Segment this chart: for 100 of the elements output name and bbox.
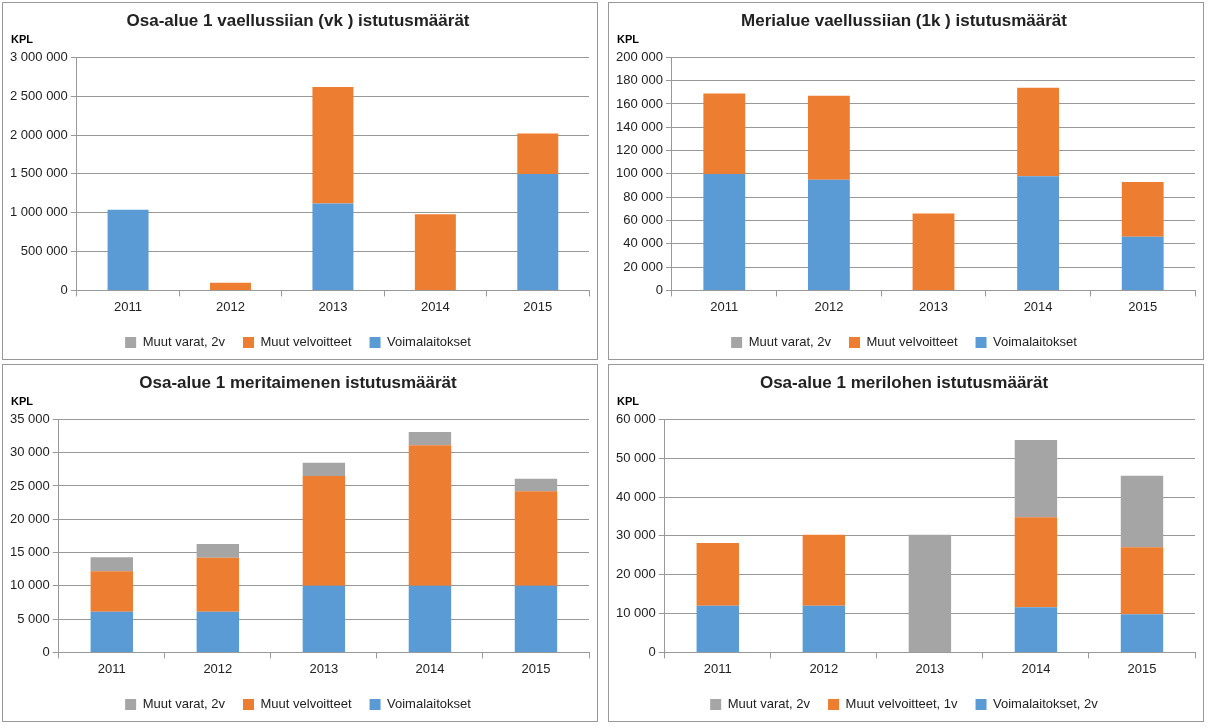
legend-label: Muut velvoitteet, 1v	[845, 696, 959, 712]
x-tick-label: 2012	[814, 298, 844, 314]
bar	[696, 542, 739, 606]
x-tick-label: 2015	[1128, 298, 1158, 314]
y-tick-label: 15 000	[10, 544, 50, 560]
y-tick-label: 30 000	[616, 527, 656, 543]
x-tick-label: 2013	[318, 298, 348, 314]
y-axis-title: KPL	[617, 32, 640, 45]
bar	[1120, 614, 1164, 652]
chart-title: Osa-alue 1 vaellussiian (vk ) istutusmäärät	[126, 10, 470, 30]
bar	[517, 133, 559, 174]
y-tick-label: 10 000	[616, 605, 656, 621]
legend-label: Muut varat, 2v	[142, 696, 226, 712]
bar	[302, 585, 346, 652]
bar	[1120, 547, 1164, 615]
y-tick-label: 180 000	[615, 72, 663, 88]
y-tick-label: 120 000	[615, 142, 663, 158]
chart-title: Merialue vaellussiian (1k ) istutusmäärät	[741, 10, 1068, 30]
x-tick-label: 2012	[216, 298, 245, 314]
y-tick-label: 0	[655, 281, 663, 297]
x-tick-label: 2013	[919, 298, 948, 314]
x-tick-label: 2015	[521, 660, 551, 676]
legend-label: Muut varat, 2v	[748, 334, 832, 350]
bar	[312, 86, 354, 204]
bar	[302, 462, 346, 476]
bar	[703, 173, 746, 290]
bar	[414, 214, 456, 290]
y-tick-label: 10 000	[10, 577, 50, 593]
bar	[408, 445, 452, 586]
y-tick-label: 1 000 000	[9, 204, 68, 220]
y-axis-title: KPL	[617, 394, 640, 407]
y-tick-label: 140 000	[615, 118, 663, 134]
legend-label: Voimalaitokset	[387, 696, 472, 712]
bar	[1017, 87, 1060, 177]
y-tick-label: 20 000	[10, 510, 50, 526]
x-tick-label: 2014	[1021, 660, 1051, 676]
x-tick-label: 2012	[203, 660, 233, 676]
bar	[210, 282, 251, 290]
x-tick-label: 2011	[710, 298, 739, 314]
y-tick-label: 200 000	[615, 48, 663, 64]
bar	[1014, 607, 1058, 652]
bar	[807, 95, 850, 180]
x-tick-label: 2011	[703, 660, 732, 676]
x-tick-label: 2011	[114, 298, 143, 314]
bar	[408, 585, 452, 652]
x-tick-label: 2015	[523, 298, 553, 314]
y-tick-label: 500 000	[20, 243, 68, 259]
legend-label: Muut varat, 2v	[727, 696, 811, 712]
legend-label: Voimalaitokset	[387, 334, 472, 350]
x-tick-label: 2013	[915, 660, 945, 676]
y-tick-label: 60 000	[623, 212, 663, 228]
bar	[90, 611, 133, 652]
y-tick-label: 40 000	[616, 488, 656, 504]
y-tick-label: 60 000	[616, 410, 656, 426]
bar	[802, 605, 846, 652]
y-tick-label: 5 000	[17, 610, 50, 626]
y-tick-label: 20 000	[616, 566, 656, 582]
x-tick-label: 2014	[1023, 298, 1053, 314]
bar	[196, 557, 240, 612]
y-tick-label: 100 000	[615, 165, 663, 181]
bar	[312, 203, 354, 290]
y-axis-title: KPL	[11, 394, 34, 407]
y-tick-label: 50 000	[616, 449, 656, 465]
legend-label: Muut varat, 2v	[142, 334, 226, 350]
y-tick-label: 20 000	[623, 258, 663, 274]
y-tick-label: 0	[648, 643, 656, 659]
bar	[302, 475, 346, 586]
legend-label: Muut velvoitteet	[260, 334, 352, 350]
bar	[196, 611, 240, 652]
x-tick-label: 2014	[415, 660, 445, 676]
bar	[703, 93, 746, 174]
bar	[107, 209, 149, 290]
y-tick-label: 25 000	[10, 477, 50, 493]
bar	[1121, 182, 1164, 237]
legend-label: Voimalaitokset, 2v	[993, 696, 1099, 712]
chart-title: Osa-alue 1 merilohen istutusmäärät	[759, 372, 1049, 392]
y-tick-label: 80 000	[623, 188, 663, 204]
y-axis-title: KPL	[11, 32, 34, 45]
bar	[1014, 517, 1058, 608]
y-tick-label: 0	[60, 281, 68, 297]
y-tick-label: 35 000	[10, 410, 50, 426]
x-tick-label: 2015	[1127, 660, 1157, 676]
y-tick-label: 0	[42, 643, 50, 659]
bar	[1017, 176, 1060, 290]
bar	[514, 491, 558, 586]
y-tick-label: 3 000 000	[9, 48, 68, 64]
y-tick-label: 1 500 000	[9, 165, 68, 181]
bar	[408, 432, 452, 446]
bar	[807, 179, 850, 290]
x-tick-label: 2011	[97, 660, 126, 676]
bar	[90, 571, 133, 612]
y-tick-label: 2 000 000	[9, 126, 68, 142]
y-tick-label: 40 000	[623, 235, 663, 251]
bar	[696, 605, 739, 652]
bar	[1121, 236, 1164, 290]
legend-label: Muut velvoitteet	[866, 334, 958, 350]
legend-label: Muut velvoitteet	[260, 696, 352, 712]
x-tick-label: 2012	[809, 660, 839, 676]
x-tick-label: 2014	[420, 298, 450, 314]
y-tick-label: 160 000	[615, 95, 663, 111]
